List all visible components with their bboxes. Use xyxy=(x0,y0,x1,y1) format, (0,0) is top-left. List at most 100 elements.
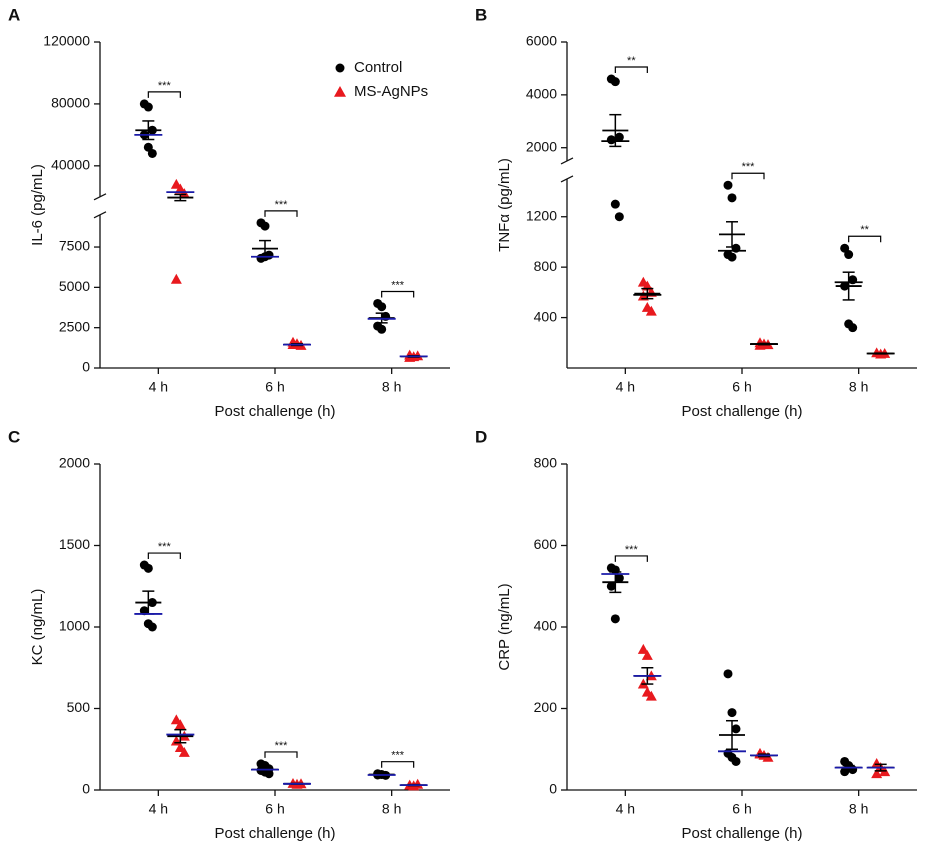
x-axis-label: Post challenge (h) xyxy=(215,403,336,420)
significance-label: ** xyxy=(627,55,636,67)
point xyxy=(606,581,616,591)
point xyxy=(614,573,624,583)
point xyxy=(723,669,733,679)
point xyxy=(260,221,270,231)
y-axis-label: TNFα (pg/mL) xyxy=(496,158,513,252)
y-tick-label: 600 xyxy=(534,536,558,552)
x-axis-label: Post challenge (h) xyxy=(215,825,336,842)
x-tick-label: 8 h xyxy=(382,801,401,817)
point xyxy=(143,563,153,573)
significance-label: *** xyxy=(275,199,289,211)
point xyxy=(174,719,186,730)
point xyxy=(614,212,624,222)
y-tick-label: 400 xyxy=(534,308,558,324)
y-tick-label: 800 xyxy=(534,258,558,274)
significance-bracket xyxy=(381,290,415,298)
point xyxy=(377,324,387,334)
point xyxy=(727,708,737,718)
point xyxy=(610,199,620,209)
x-axis-label: Post challenge (h) xyxy=(682,825,803,842)
y-tick-label: 200 xyxy=(534,699,558,715)
point xyxy=(727,252,737,262)
y-tick-label: 1500 xyxy=(59,536,90,552)
panel: B 400 800 1200 2000 4000 6000 Post challenge (h… xyxy=(475,5,917,420)
x-tick-label: 4 h xyxy=(616,801,635,817)
x-tick-label: 6 h xyxy=(732,379,751,395)
y-tick-label: 2000 xyxy=(526,138,557,154)
y-tick-label: 2000 xyxy=(59,455,90,471)
significance-bracket xyxy=(614,555,648,562)
point xyxy=(731,724,741,734)
significance-label: *** xyxy=(391,279,405,291)
significance-label: ** xyxy=(860,224,869,236)
point xyxy=(606,135,616,145)
y-tick-label: 40000 xyxy=(51,157,90,173)
y-tick-label: 0 xyxy=(82,359,90,375)
point xyxy=(844,250,854,260)
legend-label: Control xyxy=(354,59,402,76)
point xyxy=(871,768,883,779)
point xyxy=(637,643,649,654)
point xyxy=(645,305,657,316)
x-axis-label: Post challenge (h) xyxy=(682,403,803,420)
significance-bracket xyxy=(381,761,415,768)
y-tick-label: 500 xyxy=(67,699,91,715)
point xyxy=(377,302,387,312)
point xyxy=(178,747,190,757)
y-tick-label: 2500 xyxy=(59,318,90,334)
point xyxy=(848,323,858,333)
panel-letter: C xyxy=(8,427,20,446)
panel-letter: A xyxy=(8,5,20,24)
point xyxy=(170,273,182,284)
y-tick-label: 4000 xyxy=(526,86,557,102)
x-tick-label: 8 h xyxy=(849,801,868,817)
point xyxy=(641,650,653,660)
point xyxy=(727,193,737,203)
significance-bracket xyxy=(147,552,181,560)
x-tick-label: 4 h xyxy=(149,801,168,817)
point xyxy=(147,148,157,158)
point xyxy=(178,188,190,199)
y-tick-label: 80000 xyxy=(51,95,90,111)
y-tick-label: 800 xyxy=(534,455,558,471)
point xyxy=(143,102,153,112)
axis-break xyxy=(560,157,574,165)
point xyxy=(645,690,657,701)
panel-letter: D xyxy=(475,427,487,446)
y-tick-label: 120000 xyxy=(43,33,90,49)
panel-letter: B xyxy=(475,5,487,24)
y-tick-label: 6000 xyxy=(526,33,557,49)
legend-marker xyxy=(334,86,346,97)
point xyxy=(614,132,624,142)
point xyxy=(723,180,733,190)
point xyxy=(147,622,157,632)
x-tick-label: 6 h xyxy=(265,379,284,395)
significance-label: *** xyxy=(158,541,172,553)
significance-label: *** xyxy=(158,80,172,92)
y-axis-label: IL-6 (pg/mL) xyxy=(29,164,46,246)
x-tick-label: 4 h xyxy=(616,379,635,395)
point xyxy=(610,614,620,624)
panel: A 0 2500 5000 7500 40000 80000 120000 Post chall… xyxy=(8,5,450,420)
axis-break xyxy=(93,211,107,219)
x-tick-label: 4 h xyxy=(149,379,168,395)
x-tick-label: 6 h xyxy=(265,801,284,817)
x-tick-label: 8 h xyxy=(849,379,868,395)
y-axis-label: KC (ng/mL) xyxy=(29,589,46,666)
significance-label: *** xyxy=(625,544,639,556)
significance-bracket xyxy=(264,210,298,217)
significance-label: *** xyxy=(391,750,405,762)
significance-bracket xyxy=(147,91,181,98)
significance-bracket xyxy=(848,235,882,243)
significance-bracket xyxy=(614,66,648,73)
y-tick-label: 400 xyxy=(534,618,558,634)
y-tick-label: 1200 xyxy=(526,207,557,223)
panel: C 0 500 1000 1500 2000 Post challenge (h) KC (n… xyxy=(8,427,450,842)
x-tick-label: 6 h xyxy=(732,801,751,817)
axis-break xyxy=(93,193,107,201)
significance-label: *** xyxy=(742,161,756,173)
panel: D 0 200 400 600 800 Post challenge (h) CRP (ng/… xyxy=(475,427,917,842)
point xyxy=(610,77,620,87)
y-axis-label: CRP (ng/mL) xyxy=(496,583,513,670)
